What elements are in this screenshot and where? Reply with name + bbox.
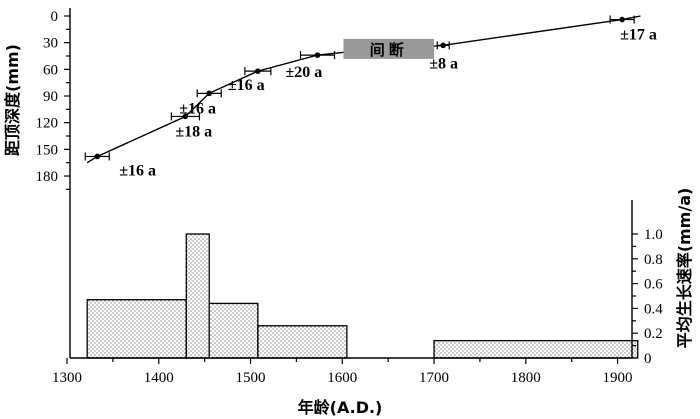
age-point-marker xyxy=(314,52,321,58)
age-error-label: ±20 a xyxy=(286,64,323,81)
age-point-0: ±16 a xyxy=(84,152,156,179)
age-point-4: ±20 a xyxy=(286,51,336,81)
right-axis-title: 平均生长速率(mm/a) xyxy=(675,188,694,349)
rate-bar-0 xyxy=(86,299,187,359)
x-axis-title: 年龄(A.D.) xyxy=(298,398,383,417)
depth-tick-label: 150 xyxy=(36,142,59,158)
rate-tick-label: 0.8 xyxy=(644,252,663,268)
age-point-marker xyxy=(440,42,447,49)
rate-tick-label: 0.6 xyxy=(644,277,663,293)
age-error-label: ±17 a xyxy=(620,27,657,44)
growth-rate-bars xyxy=(86,233,639,359)
age-error-label: ±18 a xyxy=(175,123,212,140)
age-depth-line xyxy=(86,15,641,164)
depth-tick-label: 0 xyxy=(51,9,59,25)
depth-tick-label: 120 xyxy=(36,116,59,132)
rate-tick-label: 1.0 xyxy=(644,227,663,243)
age-error-label: ±16 a xyxy=(228,77,265,94)
age-point-marker xyxy=(206,90,213,97)
left-axis-title: 距顶深度(mm) xyxy=(3,44,22,156)
age-point-6: ±17 a xyxy=(609,15,657,44)
x-tick-label: 1800 xyxy=(511,370,541,386)
age-point-3: ±16 a xyxy=(228,67,272,94)
x-tick-label: 1600 xyxy=(327,370,357,386)
hiatus-label: 间断 xyxy=(370,41,408,59)
rate-bar-2 xyxy=(208,302,259,359)
x-tick-label: 1300 xyxy=(52,370,82,386)
depth-tick-label: 180 xyxy=(36,169,59,185)
depth-tick-label: 30 xyxy=(43,36,58,52)
rate-bar-3 xyxy=(257,325,348,359)
depth-tick-label: 90 xyxy=(43,89,58,105)
age-point-marker xyxy=(619,16,625,23)
rate-bar-1 xyxy=(185,233,210,359)
rate-axis-ticks: 0 0.2 0.4 0.6 0.8 1.0 xyxy=(632,227,663,367)
x-axis-ticks: 1300 1400 1500 1600 1700 1800 1900 xyxy=(52,358,633,386)
rate-tick-label: 0.4 xyxy=(644,301,663,317)
x-tick-label: 1700 xyxy=(419,370,449,386)
x-tick-label: 1900 xyxy=(603,370,633,386)
age-error-label: ±16 a xyxy=(179,100,216,117)
age-point-marker xyxy=(94,153,101,160)
age-error-label: ±8 a xyxy=(429,55,458,72)
rate-tick-label: 0.2 xyxy=(644,326,663,342)
rate-bar-4 xyxy=(433,339,639,359)
age-point-2: ±16 a xyxy=(179,89,222,117)
age-point-1: ±18 a xyxy=(170,112,212,140)
hiatus-marker: 间断 xyxy=(343,38,435,59)
hiatus-box xyxy=(343,38,435,59)
age-points: ±16 a ±18 a ±16 a ±16 a ±20 a ±8 a ±17 a xyxy=(84,15,657,179)
x-tick-label: 1500 xyxy=(236,370,266,386)
age-point-marker xyxy=(255,68,261,74)
age-point-marker xyxy=(182,113,189,120)
rate-tick-label: 0 xyxy=(644,351,652,367)
age-error-label: ±16 a xyxy=(119,162,156,179)
age-point-5: ±8 a xyxy=(429,41,458,72)
depth-tick-label: 60 xyxy=(43,62,58,78)
depth-axis-ticks: 0 30 60 90 120 150 180 xyxy=(36,9,70,190)
x-tick-label: 1400 xyxy=(144,370,174,386)
